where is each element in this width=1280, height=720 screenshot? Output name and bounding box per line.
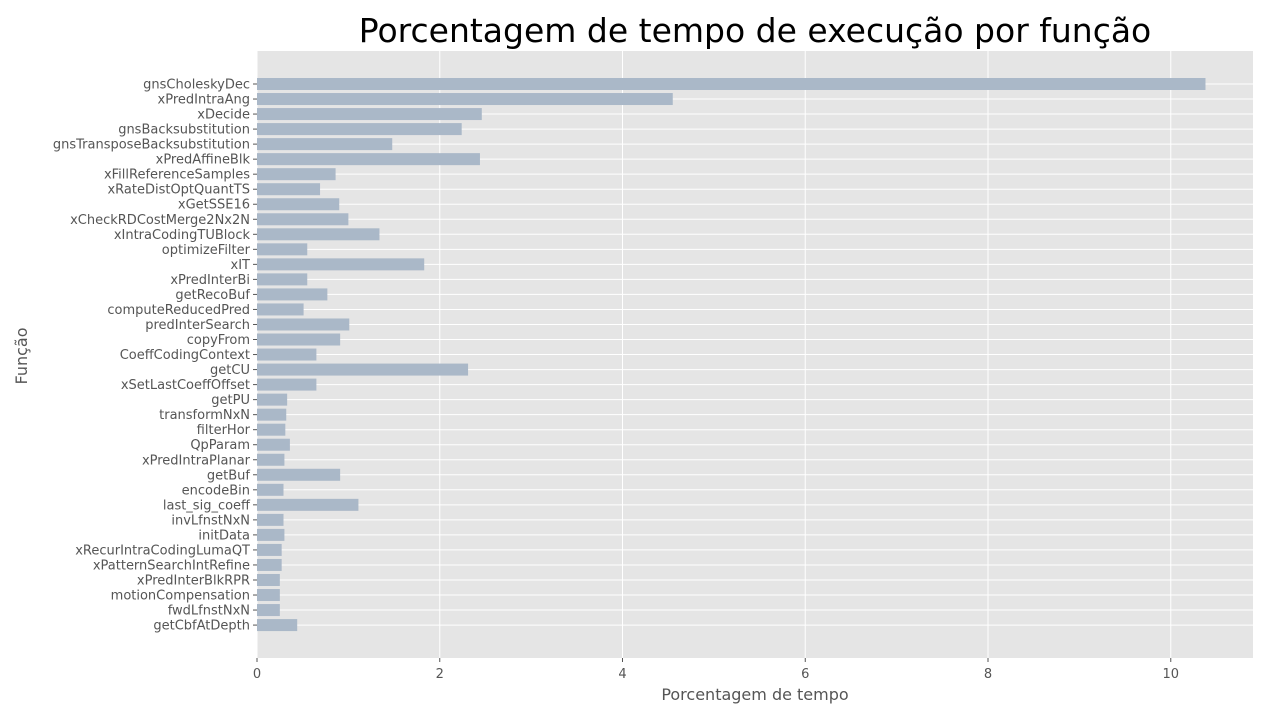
category-label: invLfnstNxN [171, 513, 250, 528]
category-label: getRecoBuf [175, 288, 250, 303]
x-tick-label: 8 [984, 667, 992, 682]
bar-initData [257, 528, 285, 541]
category-label: xGetSSE16 [178, 198, 250, 213]
bar-xFillReferenceSamples [257, 168, 336, 181]
bar-xPredInterBlkRPR [257, 573, 280, 586]
category-label: QpParam [190, 438, 250, 453]
category-label: xPatternSearchIntRefine [93, 558, 250, 573]
bar-QpParam [257, 438, 290, 451]
x-tick-label: 10 [1162, 667, 1179, 682]
category-label: xRateDistOptQuantTS [107, 183, 250, 198]
bar-copyFrom [257, 333, 341, 346]
category-label: copyFrom [187, 333, 250, 348]
bar-last_sig_coeff [257, 498, 359, 511]
bar-motionCompensation [257, 589, 280, 602]
category-label: CoeffCodingContext [120, 348, 250, 363]
x-tick-label: 4 [618, 667, 626, 682]
bar-getCU [257, 363, 469, 376]
bar-getRecoBuf [257, 288, 328, 301]
category-label: gnsTransposeBacksubstitution [53, 138, 250, 153]
bar-invLfnstNxN [257, 513, 284, 526]
bar-filterHor [257, 423, 286, 436]
category-label: xIT [231, 258, 251, 273]
bar-xIT [257, 258, 425, 271]
bar-xDecide [257, 108, 482, 121]
bar-xPredIntraAng [257, 93, 673, 106]
category-label: getBuf [207, 468, 251, 483]
category-label: xSetLastCoeffOffset [121, 378, 250, 393]
category-label: xFillReferenceSamples [104, 168, 250, 183]
bar-gnsBacksubstitution [257, 123, 462, 136]
category-label: initData [198, 528, 250, 543]
chart-title: Porcentagem de tempo de execução por fun… [359, 11, 1152, 50]
bar-xPredIntraPlanar [257, 453, 285, 466]
bar-optimizeFilter [257, 243, 308, 256]
category-label: fwdLfnstNxN [168, 604, 250, 619]
bar-CoeffCodingContext [257, 348, 317, 361]
bar-fwdLfnstNxN [257, 604, 280, 617]
x-tick-label: 6 [801, 667, 809, 682]
bar-gnsTransposeBacksubstitution [257, 138, 393, 151]
bar-transformNxN [257, 408, 287, 421]
category-label: last_sig_coeff [163, 498, 251, 513]
x-tick-label: 2 [436, 667, 444, 682]
category-label: xPredIntraPlanar [142, 453, 251, 468]
bar-xPatternSearchIntRefine [257, 558, 282, 571]
x-axis-ticks: 0 2 4 6 8 10 [253, 658, 1179, 682]
bar-xPredAffineBlk [257, 153, 480, 166]
category-label: xPredAffineBlk [156, 153, 251, 168]
bar-getBuf [257, 468, 341, 481]
category-label: computeReducedPred [107, 303, 250, 318]
category-label: predInterSearch [145, 318, 250, 333]
bar-getCbfAtDepth [257, 619, 298, 632]
bar-xSetLastCoeffOffset [257, 378, 317, 391]
category-label: xCheckRDCostMerge2Nx2N [70, 213, 250, 228]
category-label: motionCompensation [111, 589, 250, 604]
category-label: xRecurIntraCodingLumaQT [75, 543, 250, 558]
bar-xCheckRDCostMerge2Nx2N [257, 213, 349, 226]
bar-predInterSearch [257, 318, 350, 331]
category-label: xIntraCodingTUBlock [114, 228, 251, 243]
category-labels: gnsCholeskyDecxPredIntraAngxDecidegnsBac… [53, 78, 257, 634]
y-axis-label: Função [12, 328, 31, 385]
category-label: gnsBacksubstitution [118, 123, 250, 138]
category-label: filterHor [197, 423, 251, 438]
category-label: getCbfAtDepth [153, 619, 250, 634]
bar-xRecurIntraCodingLumaQT [257, 543, 282, 556]
category-label: getPU [211, 393, 250, 408]
category-label: gnsCholeskyDec [143, 78, 250, 93]
x-axis-label: Porcentagem de tempo [661, 685, 848, 704]
bars [257, 78, 1206, 632]
bar-xGetSSE16 [257, 198, 340, 211]
category-label: transformNxN [159, 408, 250, 423]
bar-xPredInterBi [257, 273, 308, 286]
bar-computeReducedPred [257, 303, 304, 316]
category-label: optimizeFilter [162, 243, 251, 258]
bar-gnsCholeskyDec [257, 78, 1206, 90]
bar-encodeBin [257, 483, 284, 496]
bar-xIntraCodingTUBlock [257, 228, 380, 241]
x-tick-label: 0 [253, 667, 261, 682]
category-label: xPredIntraAng [158, 93, 250, 108]
category-label: xDecide [197, 108, 250, 123]
category-label: getCU [210, 363, 250, 378]
category-label: xPredInterBi [170, 273, 250, 288]
category-label: xPredInterBlkRPR [137, 573, 250, 588]
bar-getPU [257, 393, 288, 406]
bar-xRateDistOptQuantTS [257, 183, 321, 196]
category-label: encodeBin [182, 483, 250, 498]
